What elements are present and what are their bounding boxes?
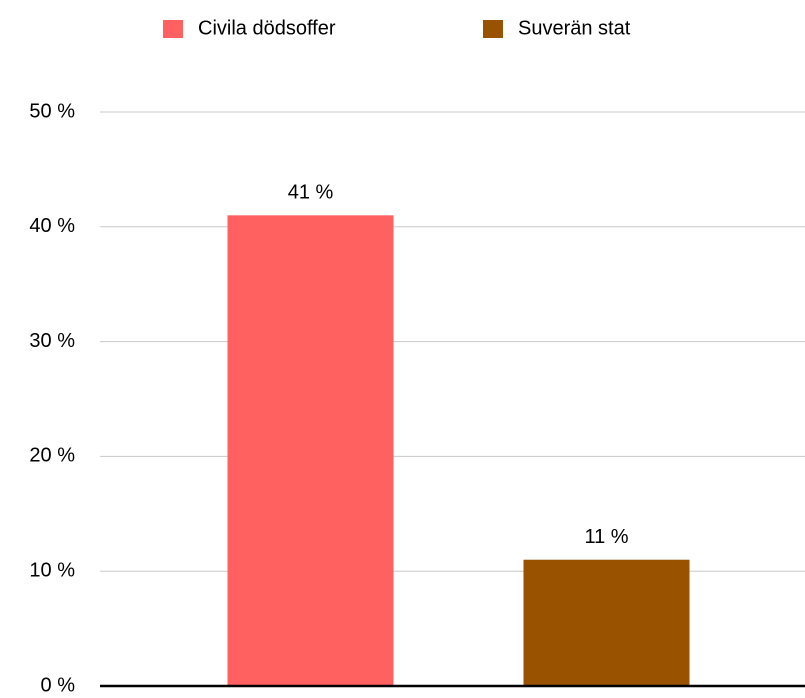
- y-tick-label: 20 %: [29, 445, 75, 467]
- y-tick-label: 10 %: [29, 559, 75, 581]
- bar: [523, 559, 690, 686]
- legend-label: Suverän stat: [518, 17, 631, 39]
- legend-swatch: [163, 20, 183, 38]
- y-tick-label: 50 %: [29, 100, 75, 122]
- value-label: 41 %: [288, 182, 334, 204]
- value-label: 11 %: [584, 526, 628, 548]
- y-tick-label: 40 %: [29, 215, 75, 237]
- legend-swatch: [483, 20, 503, 38]
- legend-label: Civila dödsoffer: [198, 17, 336, 39]
- y-tick-label: 30 %: [29, 330, 75, 352]
- y-tick-label: 0 %: [41, 674, 76, 696]
- bar: [227, 215, 394, 686]
